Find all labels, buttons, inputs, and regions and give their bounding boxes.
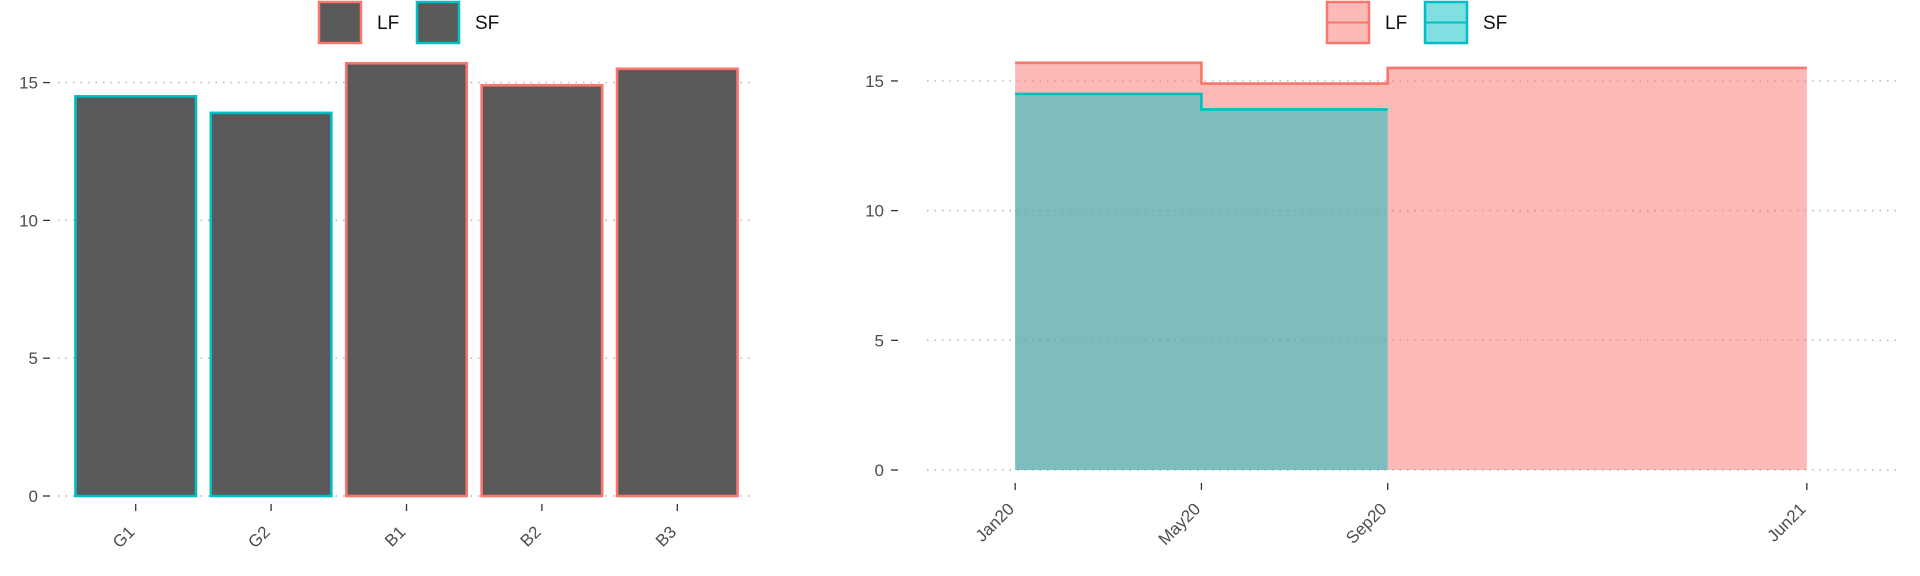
legend-label: SF — [1483, 13, 1507, 34]
x-tick-label: Sep20 — [1342, 499, 1390, 547]
x-tick-label: B1 — [381, 522, 409, 550]
bar-chart: 0 5 10 15 LF SF G1 G2 B1 B2 B3 — [19, 0, 755, 552]
bar — [344, 61, 469, 498]
line-lf — [1015, 61, 1807, 85]
x-tick-label: G1 — [109, 522, 138, 551]
y-tick-label: 15 — [865, 72, 884, 91]
legend-label: LF — [377, 13, 399, 34]
y-tick-label: 5 — [29, 349, 38, 368]
legend: LF SF — [317, 0, 499, 45]
y-tick-label: 10 — [865, 202, 884, 221]
line-sf — [1015, 92, 1388, 111]
legend-key-lf — [317, 0, 363, 45]
y-tick-label: 5 — [875, 331, 884, 350]
x-tick-label: Jan20 — [972, 499, 1018, 545]
bar — [615, 67, 739, 498]
x-tick-label: May20 — [1155, 499, 1205, 549]
bar — [480, 84, 604, 498]
area-sf — [1015, 93, 1388, 470]
step-area-chart: 0 5 10 15 LF SF Jan20 May20 Sep20 Jun21 — [865, 0, 1900, 549]
legend-label: LF — [1385, 13, 1407, 34]
y-tick-label: 10 — [19, 211, 38, 230]
bar — [74, 95, 198, 498]
y-tick-label: 0 — [29, 487, 38, 506]
x-tick-label: B2 — [517, 522, 545, 550]
x-tick-label: Jun21 — [1763, 499, 1809, 545]
legend-key-sf — [415, 0, 461, 45]
legend-label: SF — [475, 13, 499, 34]
bar — [209, 111, 333, 498]
y-tick-label: 15 — [19, 74, 38, 93]
y-tick-label: 0 — [875, 461, 884, 480]
x-tick-label: B3 — [652, 522, 680, 550]
legend: LF SF — [1325, 0, 1507, 45]
x-tick-label: G2 — [244, 522, 273, 551]
